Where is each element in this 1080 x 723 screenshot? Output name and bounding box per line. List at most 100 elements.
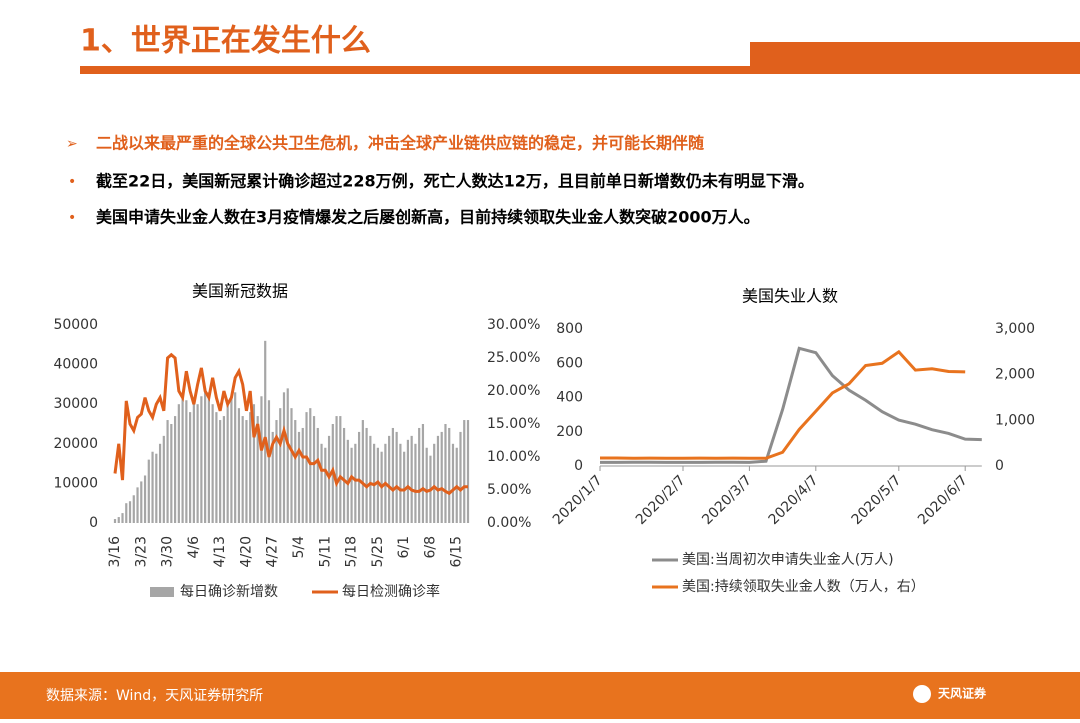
y-tick-label: 800 [556,321,583,337]
bar [466,420,470,523]
bar [125,503,128,523]
y2-tick-label: 3,000 [995,321,1035,337]
x-tick-label: 5/11 [317,536,333,567]
y2-tick-label: 5.00% [487,482,531,498]
legend-label: 美国:持续领取失业金人数（万人，右） [682,578,925,595]
bar [376,447,379,523]
bar [121,513,124,523]
y-tick-label: 0 [574,458,583,474]
bar [117,517,120,523]
bar [177,404,180,523]
bar [410,435,413,523]
title-bar-right [750,42,1080,74]
bar [185,400,188,523]
bar [365,427,368,523]
bar [316,427,319,523]
bar [448,427,451,523]
y2-tick-label: 2,000 [995,367,1035,383]
bar [143,475,147,523]
x-tick-label: 4/6 [186,536,202,559]
bar [350,447,353,523]
x-tick-label: 3/23 [133,536,149,567]
x-tick-label: 4/20 [238,536,254,567]
legend-label: 美国:当周初次申请失业金人(万人) [682,551,894,568]
bar [151,451,154,523]
bullet: 美国申请失业金人数在3月疫情爆发之后屡创新高，目前持续领取失业金人数突破2000… [96,208,760,227]
bar [192,404,195,523]
x-tick-label: 2020/4/7 [766,472,822,528]
bar [294,420,297,523]
bar [181,396,184,523]
bar [267,400,271,523]
bar [200,396,203,523]
bar [275,420,278,523]
x-tick-label: 3/16 [107,536,123,568]
bar [425,447,428,523]
bar [440,431,443,523]
bar [459,431,462,523]
bar [403,451,406,523]
y-tick-label: 50000 [53,317,98,333]
x-tick-label: 2020/1/7 [550,472,606,528]
bar [444,424,447,523]
bar [279,408,282,523]
y2-tick-label: 30.00% [487,317,540,333]
bar [219,420,222,523]
x-tick-label: 2020/2/7 [633,472,689,528]
y-tick-label: 10000 [53,475,98,491]
y-tick-label: 400 [556,390,583,406]
bar [406,439,410,523]
y2-tick-label: 0 [995,458,1004,474]
bar [271,431,274,523]
bar [189,412,192,523]
x-tick-label: 2020/3/7 [699,472,755,528]
x-tick-label: 2020/6/7 [915,472,971,528]
bar [339,416,342,523]
logo-text: 天风证券 [938,686,987,701]
bar [245,420,248,523]
bar [249,412,252,523]
bar [309,408,312,523]
x-tick-label: 6/8 [422,536,438,559]
bar [241,416,244,523]
y2-tick-label: 20.00% [487,383,540,399]
y-tick-label: 40000 [53,357,98,373]
x-tick-label: 4/13 [212,536,228,567]
bar [399,443,402,523]
bar [132,495,135,523]
bar [128,501,132,523]
x-tick-label: 5/18 [344,536,360,567]
bar [170,424,173,523]
y2-tick-label: 10.00% [487,449,540,465]
bar [433,443,436,523]
title-bar [80,66,750,74]
bullet-arrow: ➢ [66,136,78,152]
bar [421,424,425,523]
bar [357,431,361,523]
bar [297,431,301,523]
bar [256,416,259,523]
chart-title: 美国失业人数 [742,287,838,306]
x-tick-label: 6/1 [396,536,412,559]
logo-mark [913,685,931,703]
bar [354,443,357,523]
bar [286,388,289,523]
y2-tick-label: 25.00% [487,350,540,366]
line-series [113,352,468,496]
footer-source: 数据来源：Wind，天风证券研究所 [46,688,263,704]
bar [113,519,117,523]
bar [369,435,372,523]
bar [391,427,394,523]
bar [207,392,210,523]
bar [158,443,162,523]
bar [204,388,207,523]
y-tick-label: 600 [556,355,583,371]
bar [140,481,143,523]
bar [324,447,327,523]
x-tick-label: 6/15 [449,536,465,567]
bar [252,404,256,523]
bar [436,435,440,523]
bar [301,427,304,523]
bar [463,420,466,523]
bar [166,420,169,523]
